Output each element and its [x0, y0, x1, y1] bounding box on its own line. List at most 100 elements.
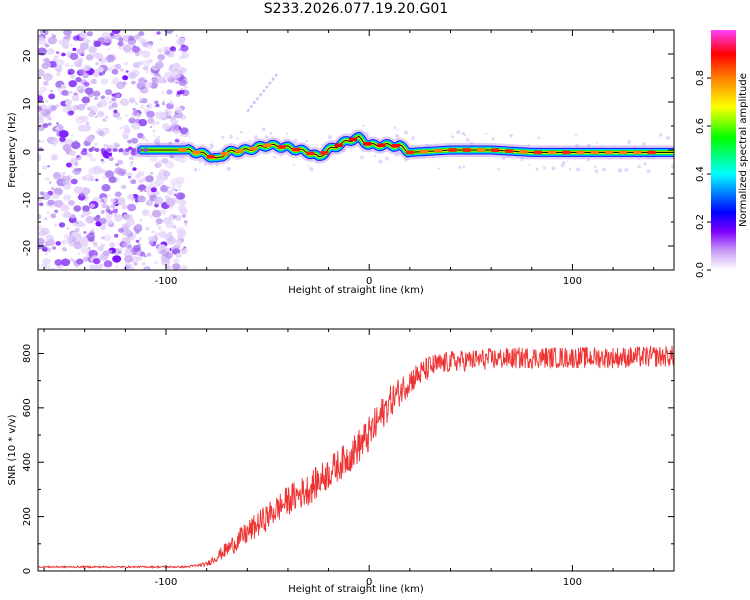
noise-point	[228, 134, 233, 139]
noise-point	[253, 135, 258, 140]
noise-point	[157, 54, 165, 61]
noise-point	[72, 47, 77, 52]
noise-point	[112, 77, 120, 83]
noise-point	[142, 65, 149, 71]
noise-point	[146, 43, 153, 49]
noise-point	[108, 101, 112, 104]
noise-point	[67, 110, 74, 116]
noise-point	[176, 184, 183, 189]
noise-point	[126, 172, 133, 178]
y-tick-label: 600	[22, 398, 33, 417]
noise-point	[130, 161, 134, 164]
noise-point	[596, 142, 598, 144]
noise-point	[528, 163, 531, 166]
noise-point	[132, 167, 137, 171]
noise-point	[51, 155, 58, 161]
noise-point	[101, 72, 105, 76]
noise-point	[646, 169, 651, 174]
noise-point	[157, 48, 163, 53]
noise-point	[172, 48, 176, 52]
noise-point	[63, 194, 72, 201]
noise-point	[60, 141, 65, 145]
noise-point	[484, 133, 487, 136]
noise-point	[126, 263, 130, 267]
noise-point	[38, 68, 45, 77]
noise-point	[116, 143, 120, 146]
noise-point	[76, 85, 86, 93]
noise-point	[509, 133, 513, 138]
noise-point	[153, 196, 164, 205]
noise-point	[127, 194, 134, 200]
noise-point	[45, 43, 50, 48]
noise-point	[120, 184, 127, 190]
noise-point	[394, 133, 400, 139]
noise-point	[152, 129, 156, 133]
noise-point	[79, 42, 89, 50]
noise-point	[463, 133, 467, 136]
noise-point	[45, 109, 52, 115]
ridge-hotspot	[562, 150, 571, 155]
noise-point	[77, 194, 86, 201]
noise-point	[100, 243, 105, 248]
noise-point	[153, 105, 157, 108]
noise-point	[139, 104, 146, 110]
noise-point	[135, 223, 143, 230]
ridge-hotspot	[505, 149, 514, 153]
noise-point	[103, 234, 112, 242]
noise-point	[124, 114, 129, 118]
noise-point	[95, 115, 98, 118]
noise-point	[69, 44, 73, 47]
noise-point	[181, 248, 185, 251]
noise-point	[537, 136, 541, 139]
noise-point	[167, 237, 177, 245]
noise-point	[173, 193, 177, 197]
y-tick-label: -20	[22, 240, 33, 256]
noise-point	[118, 126, 123, 130]
noise-point	[99, 217, 107, 224]
noise-point	[221, 135, 225, 139]
colorbar: 0.0 0.2 0.4 0.6 0.8 Normalized spectral ampl…	[695, 30, 749, 278]
noise-point	[132, 244, 141, 252]
noise-point	[156, 174, 163, 180]
noise-point	[165, 247, 171, 252]
noise-point	[180, 265, 188, 270]
noise-point	[136, 81, 146, 90]
colorbar-gradient	[711, 30, 736, 270]
noise-point	[44, 177, 50, 181]
noise-point	[362, 124, 365, 127]
noise-point	[602, 167, 607, 172]
colorbar-tick-label: 0.2	[695, 214, 706, 230]
noise-point	[261, 127, 266, 132]
noise-point	[155, 121, 160, 125]
noise-point	[57, 87, 62, 91]
noise-point	[130, 179, 137, 185]
ridge-start-point	[124, 148, 130, 152]
noise-point	[155, 218, 163, 225]
snr-ylabel: SNR (10 * v/v)	[7, 414, 18, 485]
noise-point	[85, 121, 90, 125]
noise-point	[72, 104, 78, 109]
noise-point	[43, 57, 50, 63]
noise-point	[169, 205, 173, 209]
ridge-start-point	[112, 148, 118, 152]
noise-point	[166, 89, 173, 95]
noise-point	[121, 223, 125, 226]
x-tick-label: -100	[155, 276, 178, 287]
noise-point	[149, 171, 154, 175]
noise-point	[83, 81, 90, 87]
noise-point	[46, 48, 55, 55]
noise-point	[55, 59, 65, 67]
noise-point	[71, 95, 80, 102]
noise-point	[95, 178, 99, 182]
noise-point	[226, 166, 231, 171]
noise-point	[130, 137, 139, 144]
noise-point	[73, 205, 82, 212]
noise-point	[181, 214, 186, 218]
noise-point	[157, 160, 164, 166]
noise-point	[154, 61, 164, 69]
noise-point	[135, 52, 140, 57]
noise-point	[138, 77, 145, 84]
noise-point	[42, 123, 49, 128]
noise-point	[168, 99, 172, 102]
noise-point	[145, 175, 154, 183]
